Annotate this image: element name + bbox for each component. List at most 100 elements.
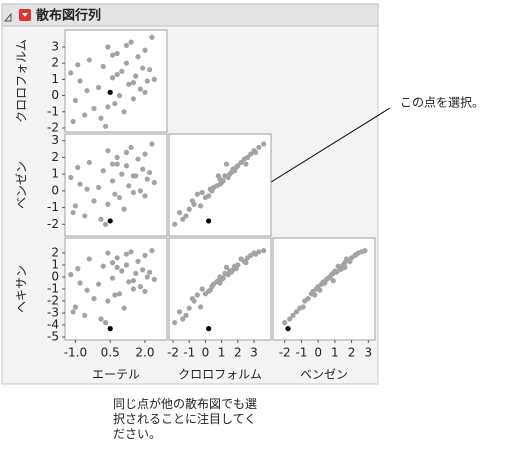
point — [256, 144, 262, 150]
point — [109, 275, 116, 281]
point — [310, 288, 316, 294]
note: 同じ点が他の散布図でも選択されることに注目してください。 — [113, 397, 258, 441]
y-tick-label: 2 — [51, 150, 59, 164]
point — [112, 292, 118, 298]
point — [140, 65, 146, 71]
point — [207, 186, 213, 192]
y-tick-label: -2 — [47, 120, 59, 134]
point — [130, 96, 136, 102]
point — [128, 144, 134, 150]
point — [123, 163, 130, 169]
y-axis-label: ベンゼン — [15, 161, 29, 209]
point — [68, 70, 74, 76]
y-tick-label: 1 — [51, 167, 59, 181]
point — [354, 251, 360, 257]
point — [228, 169, 234, 176]
point — [105, 44, 111, 50]
point — [137, 86, 143, 92]
point — [98, 216, 104, 222]
point — [107, 89, 113, 95]
y-tick-label: 3 — [51, 40, 59, 54]
point — [72, 97, 79, 104]
point — [116, 291, 123, 297]
point — [130, 278, 136, 284]
panel — [64, 237, 168, 341]
point — [191, 201, 197, 207]
disclosure-icon[interactable] — [3, 12, 12, 22]
point — [149, 141, 155, 147]
point — [128, 39, 134, 45]
point — [180, 216, 186, 222]
point — [223, 161, 230, 167]
point — [91, 105, 97, 112]
point — [261, 141, 267, 147]
point — [119, 68, 125, 74]
point — [98, 316, 104, 322]
point — [293, 309, 300, 315]
point — [194, 292, 200, 298]
y-tick-label: 1 — [51, 258, 59, 272]
point — [86, 256, 92, 262]
point — [84, 186, 90, 192]
point — [149, 34, 155, 40]
point — [282, 320, 288, 326]
x-tick-label: 0 — [202, 346, 210, 360]
x-tick-label: 1 — [218, 346, 226, 360]
point — [135, 156, 141, 162]
point — [142, 151, 148, 157]
point — [317, 287, 323, 293]
y-tick-label: -2 — [47, 294, 59, 308]
point — [70, 209, 76, 216]
point — [219, 179, 225, 186]
point — [112, 101, 118, 107]
point — [75, 62, 81, 68]
point — [77, 78, 83, 84]
point — [149, 248, 155, 254]
report-header — [1, 3, 379, 27]
point — [91, 296, 97, 302]
point — [84, 287, 90, 293]
x-tick-label: 2 — [234, 346, 242, 360]
point — [142, 193, 148, 199]
point — [121, 305, 127, 311]
point — [98, 115, 104, 121]
y-tick-label: 2 — [51, 246, 59, 260]
point — [72, 304, 79, 310]
point — [102, 320, 109, 326]
point — [109, 52, 116, 58]
point — [199, 189, 205, 196]
x-tick-label: -2 — [167, 346, 179, 360]
point — [130, 80, 136, 86]
point — [77, 280, 83, 286]
point — [176, 209, 183, 216]
point — [223, 264, 230, 270]
point — [96, 84, 102, 91]
point — [323, 276, 330, 282]
point — [144, 274, 150, 280]
point — [102, 123, 109, 129]
point — [140, 267, 146, 273]
point — [107, 218, 113, 224]
point — [290, 312, 296, 318]
point — [116, 92, 123, 99]
point — [126, 81, 132, 87]
y-tick-label: -3 — [47, 306, 59, 320]
point — [183, 213, 189, 219]
point — [144, 176, 150, 182]
point — [121, 206, 127, 212]
point — [109, 161, 116, 167]
point — [241, 156, 247, 162]
point — [330, 278, 336, 284]
point — [248, 151, 254, 157]
point — [68, 272, 74, 278]
point — [133, 73, 139, 79]
point — [123, 42, 130, 48]
point — [119, 171, 125, 177]
y-tick-label: -5 — [47, 330, 59, 344]
x-axis-label: ベンゼン — [300, 368, 348, 382]
point — [261, 248, 267, 254]
point — [243, 260, 249, 266]
point — [194, 191, 200, 197]
